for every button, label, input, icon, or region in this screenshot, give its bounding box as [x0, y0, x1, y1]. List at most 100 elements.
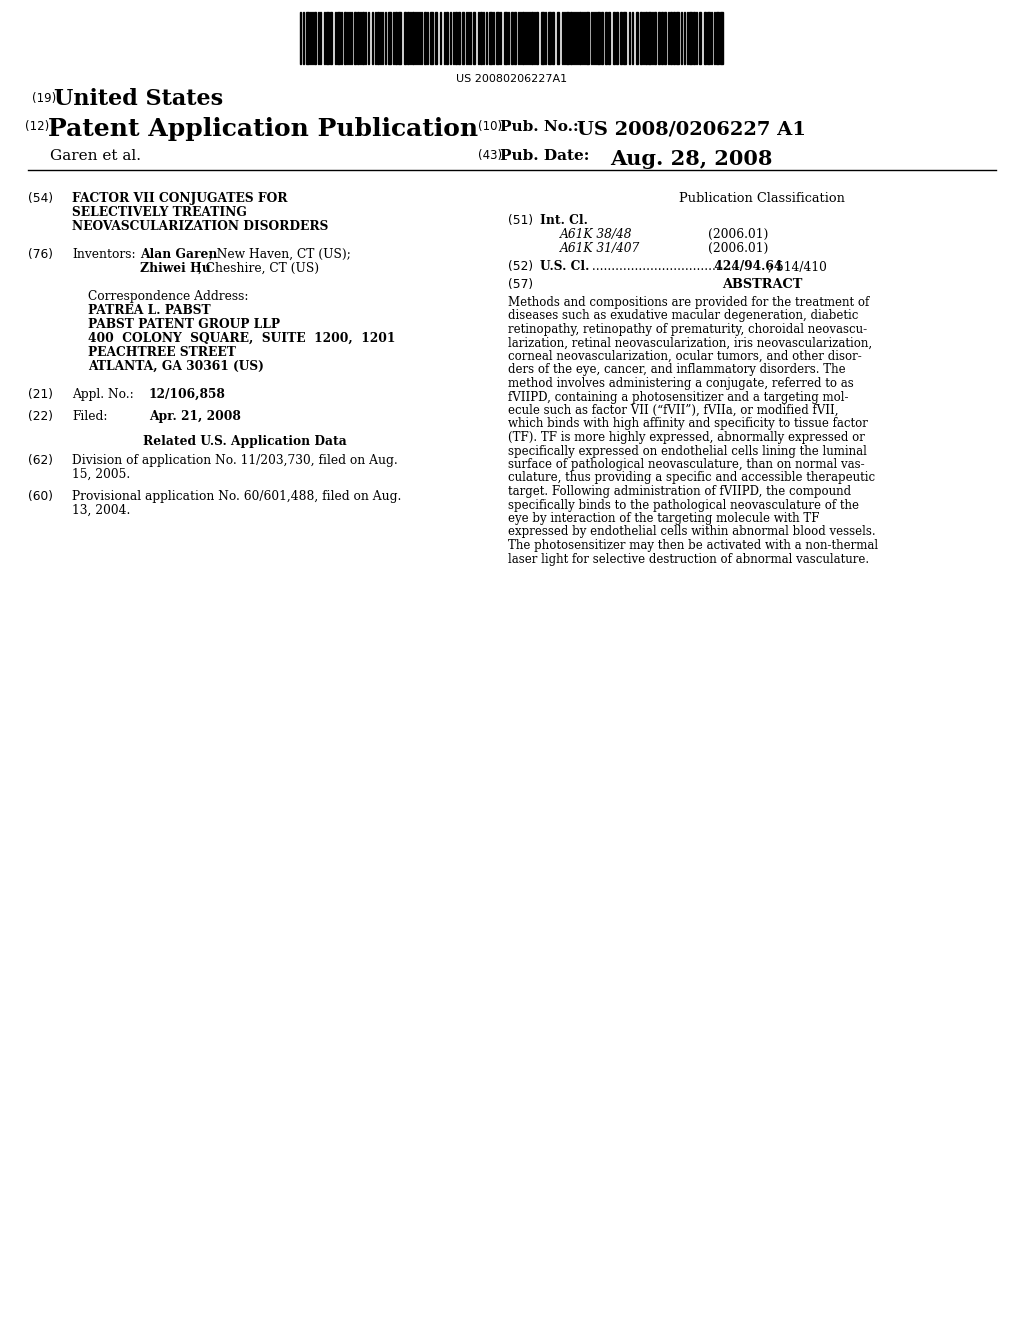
Text: ; 514/410: ; 514/410 — [768, 260, 826, 273]
Text: Zhiwei Hu: Zhiwei Hu — [140, 261, 211, 275]
Text: U.S. Cl.: U.S. Cl. — [540, 260, 590, 273]
Text: , Cheshire, CT (US): , Cheshire, CT (US) — [198, 261, 319, 275]
Text: 400  COLONY  SQUARE,  SUITE  1200,  1201: 400 COLONY SQUARE, SUITE 1200, 1201 — [88, 333, 395, 345]
Bar — [377, 12, 379, 63]
Text: SELECTIVELY TREATING: SELECTIVELY TREATING — [72, 206, 247, 219]
Bar — [648, 12, 651, 63]
Bar — [689, 12, 692, 63]
Bar — [424, 12, 426, 63]
Bar — [676, 12, 679, 63]
Bar — [597, 12, 600, 63]
Bar — [616, 12, 618, 63]
Text: ecule such as factor VII (“fVII”), fVIIa, or modified fVII,: ecule such as factor VII (“fVII”), fVIIa… — [508, 404, 839, 417]
Text: Related U.S. Application Data: Related U.S. Application Data — [143, 436, 347, 447]
Text: (2006.01): (2006.01) — [708, 242, 768, 255]
Bar — [601, 12, 603, 63]
Text: PABST PATENT GROUP LLP: PABST PATENT GROUP LLP — [88, 318, 280, 331]
Text: Pub. Date:: Pub. Date: — [500, 149, 590, 162]
Text: (21): (21) — [28, 388, 53, 401]
Text: (2006.01): (2006.01) — [708, 228, 768, 242]
Text: 13, 2004.: 13, 2004. — [72, 504, 130, 517]
Bar — [404, 12, 406, 63]
Bar — [552, 12, 554, 63]
Bar — [699, 12, 701, 63]
Bar — [570, 12, 572, 63]
Text: Aug. 28, 2008: Aug. 28, 2008 — [610, 149, 772, 169]
Bar — [522, 12, 524, 63]
Bar — [446, 12, 449, 63]
Bar — [536, 12, 538, 63]
Bar — [613, 12, 615, 63]
Text: (52): (52) — [508, 260, 534, 273]
Text: US 2008/0206227 A1: US 2008/0206227 A1 — [577, 120, 806, 139]
Text: A61K 38/48: A61K 38/48 — [560, 228, 633, 242]
Bar — [620, 12, 622, 63]
Bar — [673, 12, 675, 63]
Bar — [693, 12, 695, 63]
Text: US 20080206227A1: US 20080206227A1 — [457, 74, 567, 84]
Bar — [388, 12, 391, 63]
Bar — [566, 12, 569, 63]
Bar — [720, 12, 723, 63]
Text: which binds with high affinity and specificity to tissue factor: which binds with high affinity and speci… — [508, 417, 868, 430]
Text: 15, 2005.: 15, 2005. — [72, 469, 130, 480]
Text: United States: United States — [54, 88, 223, 110]
Bar — [640, 12, 642, 63]
Bar — [462, 12, 464, 63]
Text: The photosensitizer may then be activated with a non-thermal: The photosensitizer may then be activate… — [508, 539, 879, 552]
Bar — [496, 12, 499, 63]
Bar — [586, 12, 589, 63]
Text: A61K 31/407: A61K 31/407 — [560, 242, 640, 255]
Text: laser light for selective destruction of abnormal vasculature.: laser light for selective destruction of… — [508, 553, 869, 565]
Bar — [705, 12, 706, 63]
Text: , New Haven, CT (US);: , New Haven, CT (US); — [209, 248, 351, 261]
Bar — [658, 12, 660, 63]
Bar — [398, 12, 401, 63]
Bar — [605, 12, 607, 63]
Text: Alan Garen: Alan Garen — [140, 248, 217, 261]
Text: eye by interaction of the targeting molecule with TF: eye by interaction of the targeting mole… — [508, 512, 819, 525]
Text: Publication Classification: Publication Classification — [679, 191, 845, 205]
Bar — [716, 12, 719, 63]
Bar — [514, 12, 516, 63]
Text: surface of pathological neovasculature, than on normal vas-: surface of pathological neovasculature, … — [508, 458, 864, 471]
Text: Provisional application No. 60/601,488, filed on Aug.: Provisional application No. 60/601,488, … — [72, 490, 401, 503]
Text: (43): (43) — [478, 149, 502, 162]
Bar — [623, 12, 626, 63]
Bar — [337, 12, 340, 63]
Text: 424/94.64: 424/94.64 — [710, 260, 782, 273]
Text: (57): (57) — [508, 279, 534, 290]
Text: Division of application No. 11/203,730, filed on Aug.: Division of application No. 11/203,730, … — [72, 454, 397, 467]
Text: specifically expressed on endothelial cells lining the luminal: specifically expressed on endothelial ce… — [508, 445, 867, 458]
Bar — [430, 12, 433, 63]
Text: ABSTRACT: ABSTRACT — [722, 279, 802, 290]
Text: (51): (51) — [508, 214, 534, 227]
Text: Appl. No.:: Appl. No.: — [72, 388, 134, 401]
Bar — [407, 12, 409, 63]
Text: culature, thus providing a specific and accessible therapeutic: culature, thus providing a specific and … — [508, 471, 876, 484]
Text: ......................................: ...................................... — [588, 260, 739, 273]
Text: Apr. 21, 2008: Apr. 21, 2008 — [150, 411, 241, 422]
Text: PEACHTREE STREET: PEACHTREE STREET — [88, 346, 236, 359]
Text: NEOVASCULARIZATION DISORDERS: NEOVASCULARIZATION DISORDERS — [72, 220, 329, 234]
Bar — [608, 12, 610, 63]
Text: 12/106,858: 12/106,858 — [150, 388, 226, 401]
Text: FACTOR VII CONJUGATES FOR: FACTOR VII CONJUGATES FOR — [72, 191, 288, 205]
Bar — [362, 12, 364, 63]
Text: method involves administering a conjugate, referred to as: method involves administering a conjugat… — [508, 378, 854, 389]
Bar — [664, 12, 666, 63]
Bar — [357, 12, 359, 63]
Text: retinopathy, retinopathy of prematurity, choroidal neovascu-: retinopathy, retinopathy of prematurity,… — [508, 323, 867, 337]
Text: specifically binds to the pathological neovasculature of the: specifically binds to the pathological n… — [508, 499, 859, 511]
Bar — [504, 12, 507, 63]
Text: larization, retinal neovascularization, iris neovascularization,: larization, retinal neovascularization, … — [508, 337, 872, 350]
Text: Int. Cl.: Int. Cl. — [540, 214, 588, 227]
Bar — [455, 12, 457, 63]
Text: fVIIPD, containing a photosensitizer and a targeting mol-: fVIIPD, containing a photosensitizer and… — [508, 391, 849, 404]
Text: (22): (22) — [28, 411, 53, 422]
Text: Inventors:: Inventors: — [72, 248, 135, 261]
Text: corneal neovascularization, ocular tumors, and other disor-: corneal neovascularization, ocular tumor… — [508, 350, 862, 363]
Text: (54): (54) — [28, 191, 53, 205]
Bar — [435, 12, 437, 63]
Text: (TF). TF is more highly expressed, abnormally expressed or: (TF). TF is more highly expressed, abnor… — [508, 432, 865, 444]
